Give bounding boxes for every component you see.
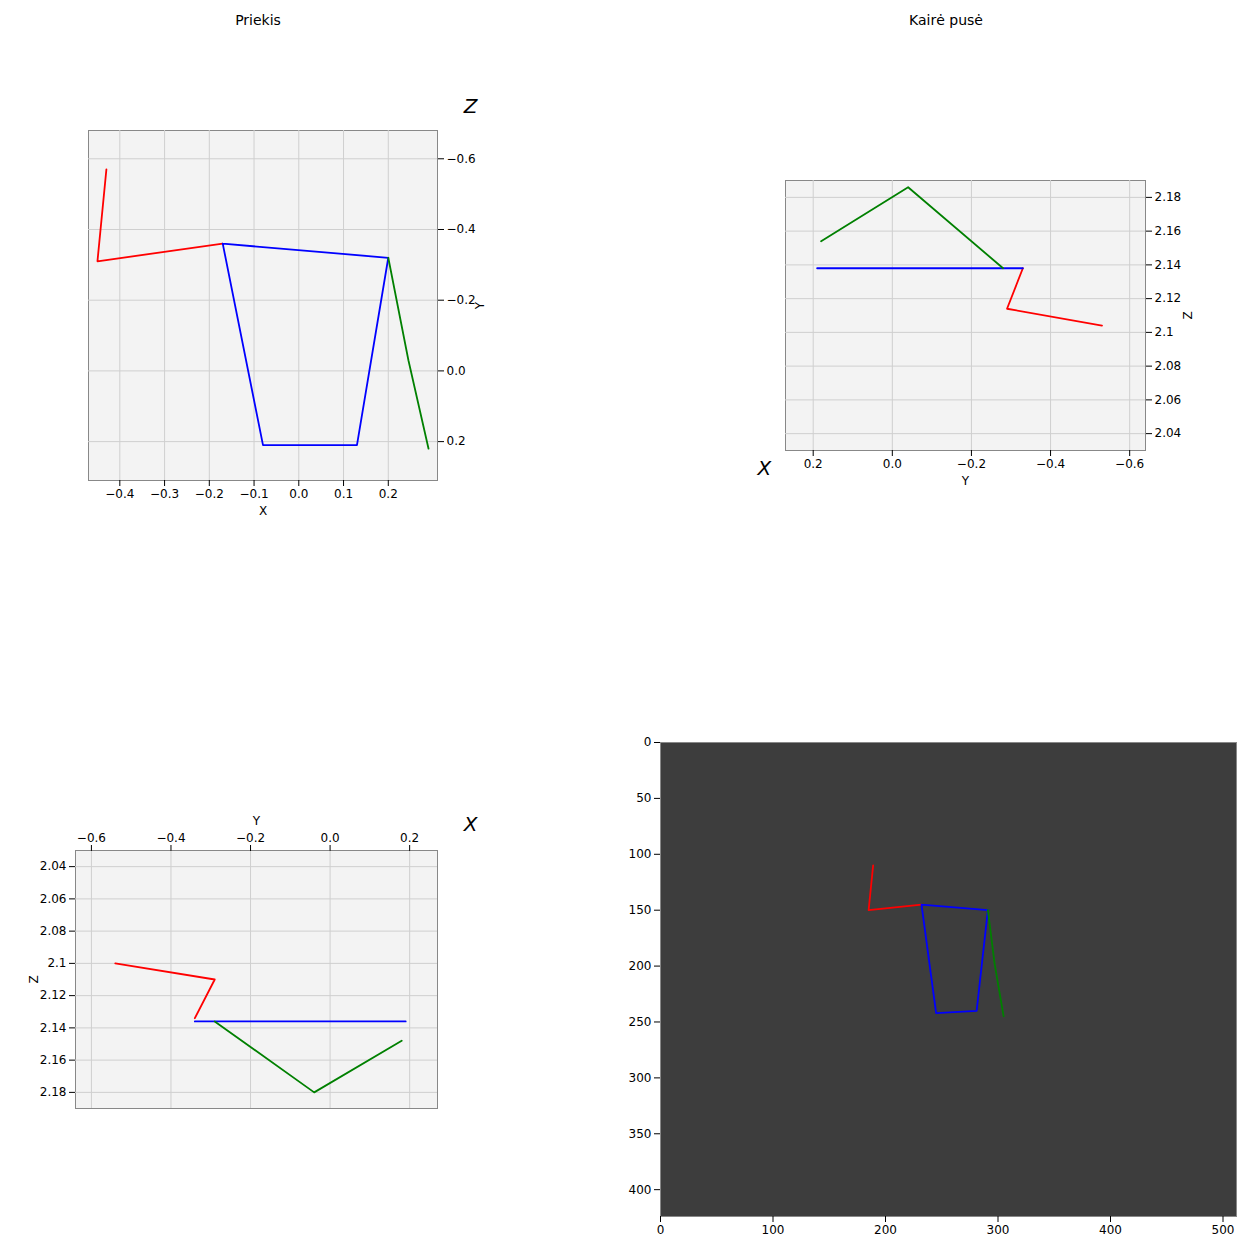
svg-text:2.1: 2.1 bbox=[47, 956, 66, 970]
svg-text:350: 350 bbox=[629, 1127, 652, 1141]
html-text:Priekis: Priekis bbox=[235, 12, 281, 28]
svg-text:2.14: 2.14 bbox=[1155, 258, 1182, 272]
svg-text:2.18: 2.18 bbox=[1155, 190, 1182, 204]
svg-text:2.16: 2.16 bbox=[40, 1053, 67, 1067]
svg-text:0.2: 0.2 bbox=[400, 831, 419, 845]
svg-text:0: 0 bbox=[644, 735, 652, 749]
svg-text:−0.6: −0.6 bbox=[77, 831, 106, 845]
svg-text:−0.6: −0.6 bbox=[1115, 457, 1144, 471]
svg-text:−0.2: −0.2 bbox=[236, 831, 265, 845]
svg-text:0.0: 0.0 bbox=[883, 457, 902, 471]
svg-text:2.06: 2.06 bbox=[40, 892, 67, 906]
svg-text:0.2: 0.2 bbox=[804, 457, 823, 471]
svg-text:Y: Y bbox=[961, 474, 970, 488]
svg-text:100: 100 bbox=[629, 847, 652, 861]
svg-text:Z: Z bbox=[463, 94, 479, 118]
svg-text:X: X bbox=[463, 812, 479, 836]
svg-text:2.14: 2.14 bbox=[40, 1021, 67, 1035]
svg-text:2.16: 2.16 bbox=[1155, 224, 1182, 238]
svg-text:300: 300 bbox=[629, 1071, 652, 1085]
svg-text:2.04: 2.04 bbox=[1155, 426, 1182, 440]
svg-text:−0.4: −0.4 bbox=[447, 222, 476, 236]
svg-text:−0.2: −0.2 bbox=[447, 293, 476, 307]
svg-text:−0.4: −0.4 bbox=[156, 831, 185, 845]
svg-text:2.08: 2.08 bbox=[1155, 359, 1182, 373]
html-text:Kairė pusė: Kairė pusė bbox=[909, 12, 983, 28]
svg-text:0.0: 0.0 bbox=[289, 487, 308, 501]
svg-text:2.08: 2.08 bbox=[40, 924, 67, 938]
svg-text:200: 200 bbox=[874, 1223, 897, 1237]
svg-text:−0.2: −0.2 bbox=[195, 487, 224, 501]
svg-text:X: X bbox=[259, 504, 267, 518]
svg-text:300: 300 bbox=[987, 1223, 1010, 1237]
svg-text:0.2: 0.2 bbox=[379, 487, 398, 501]
svg-text:2.04: 2.04 bbox=[40, 859, 67, 873]
svg-text:2.1: 2.1 bbox=[1155, 325, 1174, 339]
svg-text:2.06: 2.06 bbox=[1155, 393, 1182, 407]
svg-text:200: 200 bbox=[629, 959, 652, 973]
svg-text:150: 150 bbox=[629, 903, 652, 917]
svg-text:−0.6: −0.6 bbox=[447, 152, 476, 166]
svg-text:Y: Y bbox=[473, 301, 487, 310]
svg-text:−0.1: −0.1 bbox=[239, 487, 268, 501]
svg-text:0: 0 bbox=[657, 1223, 665, 1237]
svg-text:0.1: 0.1 bbox=[334, 487, 353, 501]
svg-text:2.18: 2.18 bbox=[40, 1085, 67, 1099]
svg-text:2.12: 2.12 bbox=[1155, 291, 1182, 305]
svg-text:−0.4: −0.4 bbox=[1036, 457, 1065, 471]
svg-text:400: 400 bbox=[1099, 1223, 1122, 1237]
svg-text:X: X bbox=[757, 456, 773, 480]
svg-text:50: 50 bbox=[636, 791, 651, 805]
svg-text:400: 400 bbox=[629, 1183, 652, 1197]
svg-text:2.12: 2.12 bbox=[40, 988, 67, 1002]
svg-text:250: 250 bbox=[629, 1015, 652, 1029]
svg-text:0.0: 0.0 bbox=[447, 364, 466, 378]
svg-text:Y: Y bbox=[252, 814, 261, 828]
svg-text:Z: Z bbox=[1181, 311, 1195, 319]
svg-text:500: 500 bbox=[1212, 1223, 1235, 1237]
svg-text:−0.3: −0.3 bbox=[150, 487, 179, 501]
svg-text:0.2: 0.2 bbox=[447, 434, 466, 448]
svg-text:0.0: 0.0 bbox=[321, 831, 340, 845]
svg-text:100: 100 bbox=[762, 1223, 785, 1237]
svg-text:Z: Z bbox=[27, 975, 41, 983]
svg-text:−0.4: −0.4 bbox=[105, 487, 134, 501]
svg-text:−0.2: −0.2 bbox=[957, 457, 986, 471]
